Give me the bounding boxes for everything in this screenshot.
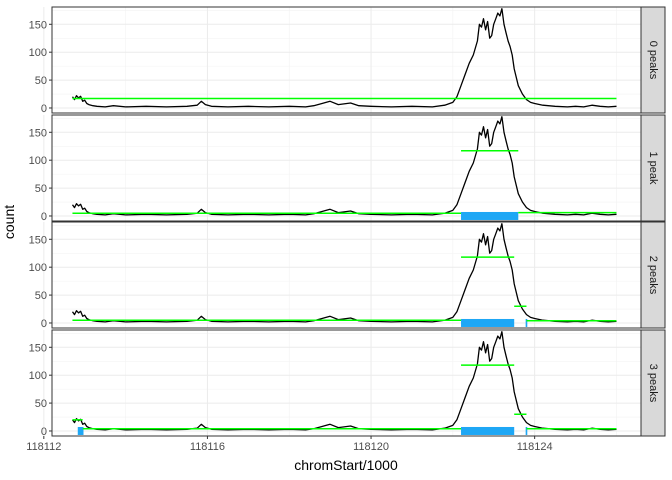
y-tick-label: 150 bbox=[29, 19, 47, 31]
peak-3-2 bbox=[525, 426, 528, 435]
y-tick-label: 50 bbox=[35, 183, 47, 195]
panel-border bbox=[51, 329, 642, 437]
peak-3-1 bbox=[461, 426, 515, 435]
peak-3-0 bbox=[77, 426, 84, 435]
y-tick-label: 0 bbox=[41, 103, 47, 115]
panel-3: 0 50 100 150 3 peaks bbox=[29, 329, 666, 438]
y-tick-label: 0 bbox=[41, 318, 47, 330]
panel-border bbox=[51, 221, 642, 329]
strip-0 bbox=[640, 6, 666, 114]
panel-1: 0 50 100 150 1 peak bbox=[29, 114, 666, 223]
strip-label-3: 3 peaks bbox=[647, 364, 659, 403]
panel-border bbox=[51, 6, 642, 114]
y-tick-label: 150 bbox=[29, 127, 47, 139]
panel-2: 0 50 100 150 2 peaks bbox=[29, 221, 666, 330]
panel-border bbox=[51, 114, 642, 222]
x-tick-label: 118124 bbox=[517, 441, 553, 453]
coverage-line-0 bbox=[71, 8, 617, 108]
panels: 0 50 100 150 0 peaks 0 50 100 150 1 peak 0 50 100 150… bbox=[29, 6, 666, 438]
y-tick-label: 0 bbox=[41, 211, 47, 223]
y-tick-label: 100 bbox=[29, 370, 47, 382]
y-tick-label: 100 bbox=[29, 155, 47, 167]
y-tick-label: 150 bbox=[29, 342, 47, 354]
x-tick-label: 118116 bbox=[190, 441, 225, 453]
x-tick-label: 118112 bbox=[26, 441, 61, 453]
x-tick-label: 118120 bbox=[353, 441, 389, 453]
strip-label-2: 2 peaks bbox=[647, 256, 659, 295]
y-axis-title: count bbox=[1, 205, 17, 239]
y-tick-label: 50 bbox=[35, 75, 47, 87]
strip-label-0: 0 peaks bbox=[647, 41, 659, 80]
coverage-line-3 bbox=[71, 331, 617, 431]
x-axis-title: chromStart/1000 bbox=[294, 457, 398, 473]
strip-2 bbox=[640, 221, 666, 329]
peak-2-1 bbox=[525, 318, 528, 327]
peak-2-0 bbox=[461, 318, 515, 327]
y-tick-label: 150 bbox=[29, 234, 47, 246]
strip-1 bbox=[640, 114, 666, 222]
y-tick-label: 0 bbox=[41, 426, 47, 438]
y-tick-label: 50 bbox=[35, 398, 47, 410]
y-tick-label: 100 bbox=[29, 47, 47, 59]
strip-label-1: 1 peak bbox=[647, 151, 659, 185]
peak-1-0 bbox=[461, 211, 519, 220]
strip-3 bbox=[640, 329, 666, 437]
y-tick-label: 100 bbox=[29, 262, 47, 274]
panel-0: 0 50 100 150 0 peaks bbox=[29, 6, 666, 115]
x-axis: 118112 118116 118120 118124 bbox=[26, 436, 553, 453]
coverage-line-2 bbox=[71, 223, 617, 323]
coverage-line-1 bbox=[71, 116, 617, 216]
y-tick-label: 50 bbox=[35, 290, 47, 302]
